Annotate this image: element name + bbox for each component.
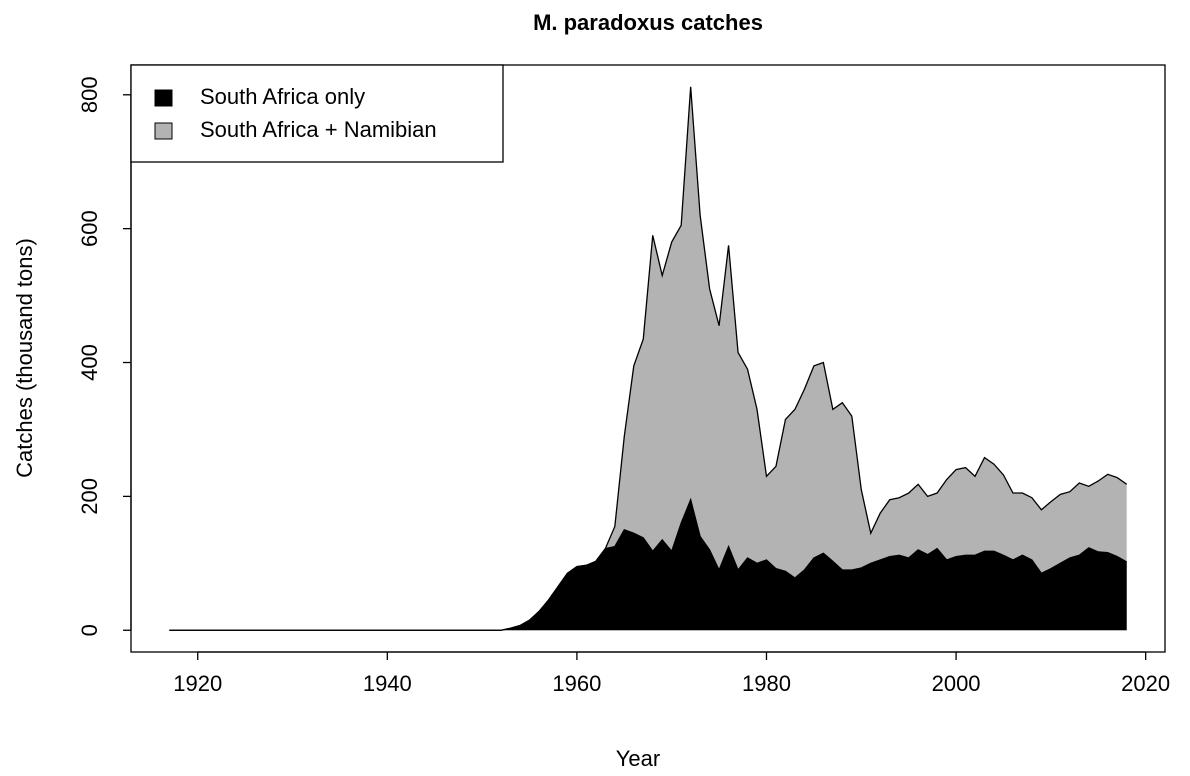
y-tick-label: 400 [77, 344, 102, 381]
legend-box [130, 64, 504, 163]
x-axis-label: Year [616, 746, 660, 771]
area-fill [169, 86, 1127, 631]
area-line [169, 497, 1128, 631]
y-tick-label: 600 [77, 210, 102, 247]
y-tick-label: 200 [77, 478, 102, 515]
y-tick-label: 800 [77, 76, 102, 113]
x-tick-label: 2020 [1121, 671, 1170, 696]
x-tick-label: 1960 [552, 671, 601, 696]
y-tick-label: 0 [77, 624, 102, 636]
chart-title: M. paradoxus catches [533, 10, 763, 35]
legend-label: South Africa + Namibian [200, 117, 437, 142]
x-tick-label: 1940 [363, 671, 412, 696]
x-tick-label: 2000 [932, 671, 981, 696]
y-axis-label: Catches (thousand tons) [12, 238, 37, 478]
legend-swatch [154, 122, 173, 140]
legend-swatch [154, 89, 173, 107]
legend-label: South Africa only [200, 84, 365, 109]
x-tick-label: 1920 [173, 671, 222, 696]
x-tick-label: 1980 [742, 671, 791, 696]
area-fill [169, 499, 1127, 631]
